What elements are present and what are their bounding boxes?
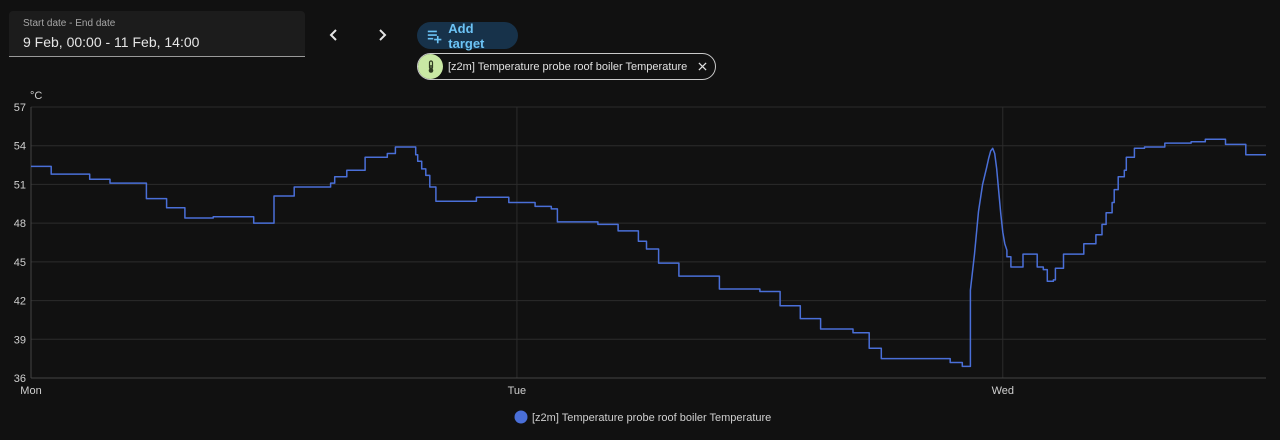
chip-remove-button[interactable] [695,60,709,74]
date-range-picker[interactable]: Start date - End date 9 Feb, 00:00 - 11 … [9,11,305,57]
y-tick-label: 36 [14,373,26,385]
target-chip[interactable]: [z2m] Temperature probe roof boiler Temp… [417,53,716,80]
y-axis-unit-label: °C [30,90,42,102]
x-tick-label: Mon [20,385,41,397]
x-tick-label: Wed [992,385,1014,397]
add-target-button[interactable]: Add target [417,20,518,51]
y-tick-label: 54 [14,141,26,153]
series-line [31,138,1266,368]
chevron-left-icon [329,29,337,41]
date-range-label: Start date - End date [23,18,116,29]
playlist-plus-icon [427,30,442,43]
target-chip-label: [z2m] Temperature probe roof boiler Temp… [448,60,688,73]
y-tick-label: 39 [14,334,26,346]
history-chart: °C 57 54 51 48 45 42 39 36 Mon Tue Wed [z2m] Tempera… [0,85,1280,435]
previous-range-button[interactable] [319,20,349,50]
y-tick-label: 48 [14,218,26,230]
next-range-button[interactable] [367,20,397,50]
legend-marker [514,410,528,424]
y-tick-label: 45 [14,257,26,269]
add-target-label: Add target [448,20,485,51]
x-tick-label: Tue [508,385,527,397]
y-tick-label: 42 [14,296,26,308]
legend-label: [z2m] Temperature probe roof boiler Temp… [532,412,771,424]
date-range-value: 9 Feb, 00:00 - 11 Feb, 14:00 [23,34,200,50]
chevron-right-icon [379,29,387,41]
y-tick-label: 57 [14,102,26,114]
thermometer-icon [418,54,443,79]
y-tick-label: 51 [14,179,26,191]
close-icon [697,62,707,71]
